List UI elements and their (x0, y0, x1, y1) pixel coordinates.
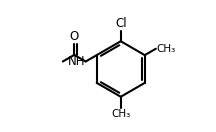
Text: Cl: Cl (115, 17, 127, 30)
Text: O: O (70, 30, 79, 43)
Text: CH₃: CH₃ (111, 109, 130, 119)
Text: NH: NH (67, 55, 85, 68)
Text: CH₃: CH₃ (156, 44, 176, 54)
